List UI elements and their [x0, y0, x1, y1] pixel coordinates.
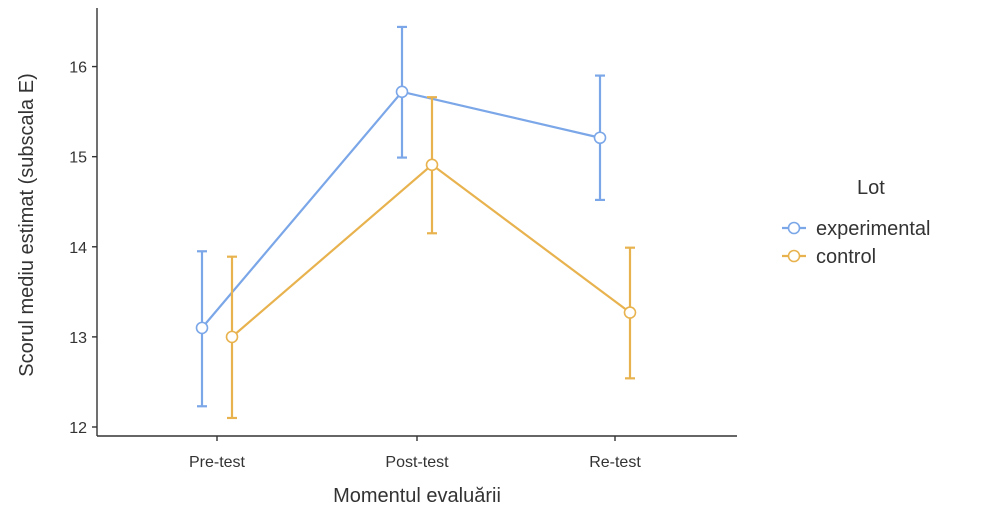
x-tick-label: Re-test [589, 454, 641, 471]
series-layer [195, 25, 637, 420]
y-tick-label: 12 [69, 420, 87, 437]
legend-item-experimental: experimental [782, 218, 931, 240]
y-tick-label: 13 [69, 330, 87, 347]
x-axis-title: Momentul evaluării [333, 485, 501, 507]
series-control [225, 96, 637, 420]
y-tick-label: 15 [69, 150, 87, 167]
data-point [395, 85, 409, 99]
legend-items: experimental control [782, 218, 931, 268]
legend-item-control: control [782, 246, 876, 268]
data-point [623, 306, 637, 319]
data-point [593, 131, 607, 145]
x-ticks: Pre-test Post-test Re-test [189, 436, 641, 471]
x-tick-label: Post-test [385, 454, 449, 471]
y-tick-label: 14 [69, 240, 87, 257]
legend-label: control [816, 246, 876, 268]
legend-label: experimental [816, 218, 931, 240]
legend-swatch-point [787, 249, 801, 263]
x-tick-label: Pre-test [189, 454, 246, 471]
y-axis-title: Scorul mediu estimat (subscala E) [16, 73, 38, 376]
legend-title: Lot [857, 177, 885, 199]
legend-swatch-point [787, 221, 801, 235]
series-experimental [195, 25, 607, 408]
y-ticks: 12 13 14 15 16 [69, 60, 97, 437]
legend: Lot experimental control [782, 177, 931, 268]
data-point [225, 330, 239, 344]
data-point [425, 158, 439, 172]
axes: 12 13 14 15 16 Pre-test Post-test Re-test [69, 8, 737, 471]
data-point [195, 321, 209, 335]
y-tick-label: 16 [69, 60, 87, 77]
